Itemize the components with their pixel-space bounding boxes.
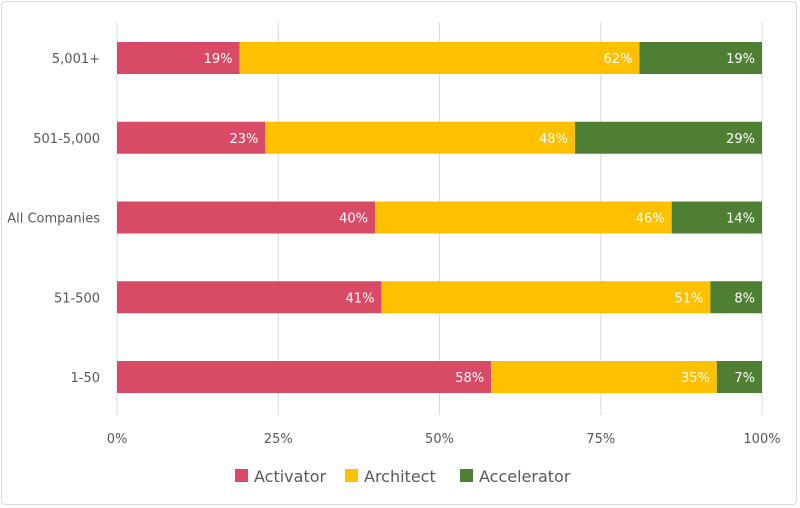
- x-tick-label: 50%: [425, 432, 454, 447]
- legend-label: Activator: [254, 467, 327, 486]
- bar-segment-architect: [491, 361, 717, 393]
- data-label: 35%: [681, 371, 710, 386]
- legend-label: Accelerator: [479, 467, 571, 486]
- bar-segment-accelerator: [671, 201, 762, 234]
- x-tick-label: 100%: [743, 432, 780, 447]
- legend-swatch-activator: [235, 469, 248, 482]
- y-category-label: 1-50: [70, 371, 100, 386]
- data-label: 19%: [726, 52, 755, 67]
- x-tick-label: 0%: [107, 432, 128, 447]
- y-category-label: All Companies: [7, 212, 100, 227]
- data-label: 29%: [726, 132, 755, 147]
- data-label: 48%: [539, 132, 568, 147]
- legend-label: Architect: [364, 467, 436, 486]
- data-label: 41%: [346, 291, 375, 306]
- data-label: 62%: [604, 52, 633, 67]
- y-category-label: 5,001+: [52, 52, 100, 67]
- bar-segment-architect: [265, 121, 575, 154]
- bar-segment-activator: [117, 201, 375, 234]
- data-label: 46%: [636, 212, 665, 227]
- bar-segment-activator: [117, 121, 266, 154]
- bar-segment-accelerator: [710, 281, 762, 314]
- data-label: 58%: [455, 371, 484, 386]
- data-label: 23%: [229, 132, 258, 147]
- bar-segment-accelerator: [574, 121, 762, 154]
- bar-segment-architect: [375, 201, 672, 234]
- y-category-label: 501-5,000: [33, 132, 100, 147]
- legend-swatch-accelerator: [460, 469, 473, 482]
- data-label: 7%: [734, 371, 755, 386]
- x-tick-label: 75%: [586, 432, 615, 447]
- x-tick-label: 25%: [264, 432, 293, 447]
- data-label: 14%: [726, 212, 755, 227]
- legend-swatch-architect: [345, 469, 358, 482]
- bar-segment-accelerator: [639, 42, 762, 74]
- bar-segment-accelerator: [716, 361, 762, 393]
- data-label: 8%: [734, 291, 755, 306]
- data-label: 51%: [674, 291, 703, 306]
- bar-segment-activator: [117, 42, 240, 74]
- bar-segment-architect: [381, 281, 711, 314]
- data-label: 40%: [339, 212, 368, 227]
- bar-segment-activator: [117, 361, 492, 393]
- bar-segment-architect: [239, 42, 640, 74]
- y-category-label: 51-500: [54, 291, 100, 306]
- data-label: 19%: [204, 52, 233, 67]
- bar-segment-activator: [117, 281, 382, 314]
